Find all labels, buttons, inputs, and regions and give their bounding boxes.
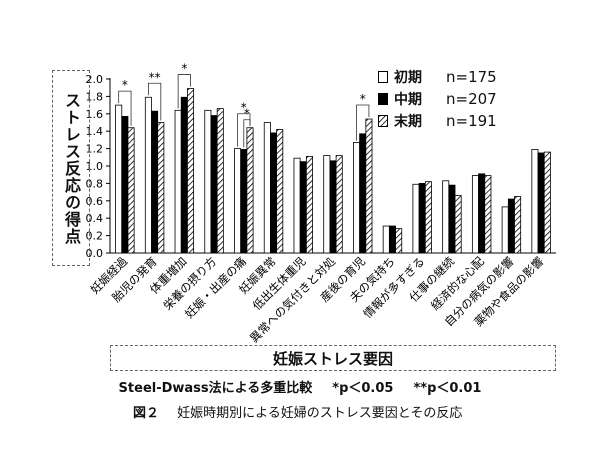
significance-bracket xyxy=(356,104,370,141)
legend-label: 中期 xyxy=(394,92,422,108)
bar-late xyxy=(127,127,135,254)
bar-early xyxy=(293,157,301,254)
legend-n: n=175 xyxy=(446,68,497,86)
bar-late xyxy=(514,196,522,254)
bar-mid xyxy=(329,160,337,254)
bar-late xyxy=(395,228,403,254)
significance-bracket xyxy=(243,119,251,148)
bar-late xyxy=(335,155,343,254)
bar-mid xyxy=(270,132,278,254)
bar-mid xyxy=(507,198,515,254)
legend-n: n=191 xyxy=(446,112,497,130)
figure-number: 図２ xyxy=(133,406,160,421)
bar-late xyxy=(216,108,224,254)
legend-item-early: 初期 n=175 xyxy=(378,66,497,88)
legend-item-mid: 中期 n=207 xyxy=(378,88,497,110)
bar-mid xyxy=(418,182,426,254)
significance-mark: ** xyxy=(149,70,161,84)
significance-group: ******* xyxy=(118,62,370,148)
bars-group xyxy=(115,88,551,254)
figure-caption: 図２ 妊娠時期別による妊婦のストレス要因とその反応 xyxy=(133,402,462,421)
y-axis-label-box: ストレス反応の得点 xyxy=(52,70,90,266)
bar-early xyxy=(353,142,361,254)
bar-early xyxy=(531,149,539,254)
bar-mid xyxy=(180,96,188,254)
bar-mid xyxy=(448,184,456,254)
legend-swatch-late xyxy=(378,115,388,127)
statistics-note: Steel-Dwass法による多重比較 *p＜0.05 **p＜0.01 xyxy=(0,377,600,396)
bar-late xyxy=(157,122,165,254)
bar-early xyxy=(471,175,479,254)
bar-early xyxy=(234,148,242,254)
bar-late xyxy=(365,118,373,254)
bar-early xyxy=(115,104,123,254)
bar-early xyxy=(412,183,420,254)
bar-late xyxy=(276,129,284,254)
bar-early xyxy=(174,109,182,254)
bar-late xyxy=(454,195,462,254)
bar-mid xyxy=(359,133,367,254)
bar-mid xyxy=(151,110,159,254)
significance-mark: * xyxy=(122,78,128,92)
bar-mid xyxy=(121,116,129,254)
legend-item-late: 末期 n=191 xyxy=(378,110,497,132)
p-value-note-2: **p＜0.01 xyxy=(413,381,482,396)
p-value-note-1: *p＜0.05 xyxy=(332,381,394,396)
bar-early xyxy=(144,96,152,254)
y-axis-label: ストレス反応の得点 xyxy=(62,91,81,245)
significance-bracket xyxy=(147,82,162,121)
bar-early xyxy=(382,225,390,254)
bar-late xyxy=(484,175,492,254)
significance-mark: * xyxy=(360,92,366,106)
significance-bracket xyxy=(118,90,132,126)
legend-swatch-early xyxy=(378,71,388,83)
x-axis-label: 妊娠ストレス要因 xyxy=(272,349,393,368)
bar-early xyxy=(263,122,271,254)
significance-mark: * xyxy=(241,101,247,115)
x-tick-labels: 妊娠経過胎児の発育体重増加栄養の摂り方妊娠・出産の痛妊娠異常低出生体重児異常への… xyxy=(88,254,547,346)
bar-mid xyxy=(478,173,486,254)
bar-late xyxy=(424,181,432,254)
legend-label: 初期 xyxy=(394,70,422,86)
bar-mid xyxy=(537,152,545,254)
significance-mark: * xyxy=(181,62,187,76)
bar-mid xyxy=(299,161,307,254)
bar-late xyxy=(305,156,313,254)
significance-bracket xyxy=(177,74,191,109)
legend-swatch-mid xyxy=(378,93,388,105)
figure-caption-text: 妊娠時期別による妊婦のストレス要因とその反応 xyxy=(177,406,463,421)
bar-mid xyxy=(240,149,248,254)
bar-late xyxy=(187,88,195,254)
bar-early xyxy=(501,206,509,254)
bar-mid xyxy=(388,225,396,254)
method-note: Steel-Dwass法による多重比較 xyxy=(118,381,313,396)
bar-mid xyxy=(210,115,218,254)
legend-n: n=207 xyxy=(446,90,497,108)
bar-late xyxy=(543,151,551,254)
bar-early xyxy=(442,180,450,254)
significance-mark: * xyxy=(244,107,250,121)
x-axis-label-box: 妊娠ストレス要因 xyxy=(110,345,556,371)
legend: 初期 n=175 中期 n=207 末期 n=191 xyxy=(378,66,497,132)
legend-label: 末期 xyxy=(394,114,422,130)
bar-early xyxy=(323,155,331,254)
bar-late xyxy=(246,127,254,254)
bar-early xyxy=(204,109,212,254)
